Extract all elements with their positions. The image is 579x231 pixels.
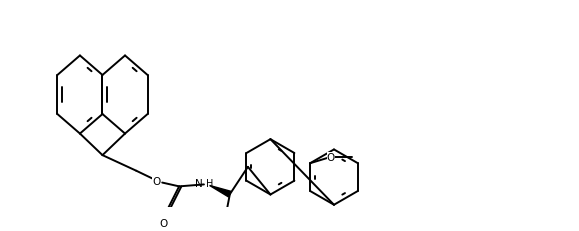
Text: O: O — [327, 152, 335, 162]
Text: O: O — [152, 176, 161, 186]
Polygon shape — [210, 186, 231, 197]
Text: H: H — [206, 179, 213, 188]
Text: O: O — [159, 218, 167, 228]
Text: N: N — [195, 179, 203, 188]
